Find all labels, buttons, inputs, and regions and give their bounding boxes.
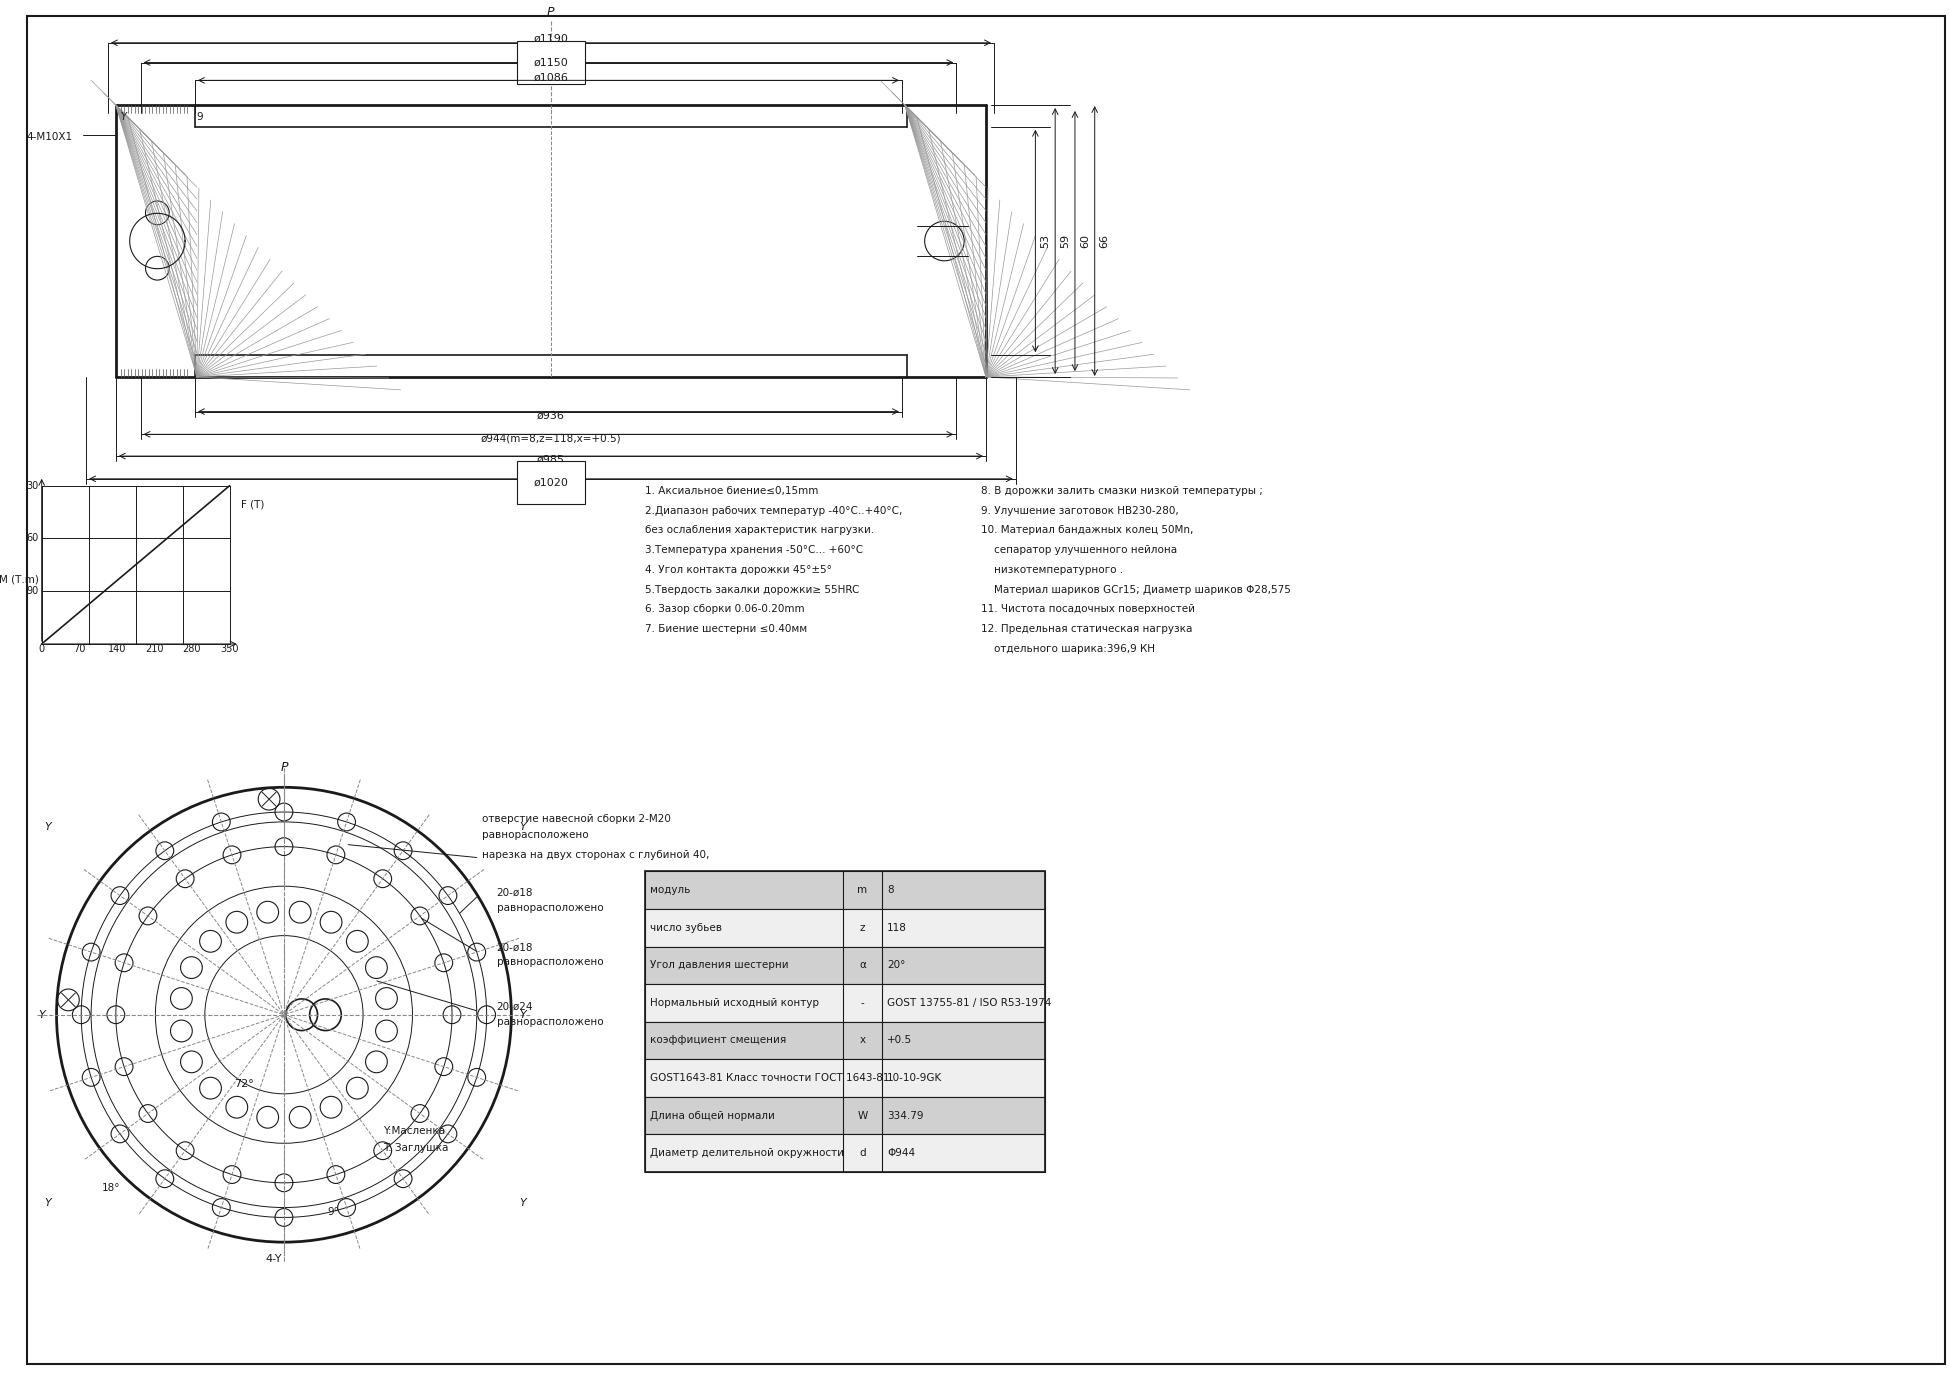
Text: 20-ø18: 20-ø18 (497, 888, 532, 898)
Text: 7. Биение шестерни ≤0.40мм: 7. Биение шестерни ≤0.40мм (645, 625, 807, 634)
Text: 11. Чистота посадочных поверхностей: 11. Чистота посадочных поверхностей (981, 604, 1195, 614)
Text: Y: Y (519, 1197, 526, 1208)
Bar (645, 1022, 1045, 1059)
Text: низкотемпературного .: низкотемпературного . (981, 564, 1123, 575)
Text: 10-10-9GK: 10-10-9GK (887, 1074, 942, 1083)
Text: 20-ø18: 20-ø18 (497, 942, 532, 953)
Text: ø1190: ø1190 (534, 34, 567, 44)
Text: GOST 13755-81 / ISO R53-1974: GOST 13755-81 / ISO R53-1974 (887, 998, 1051, 1008)
Text: равнорасположено: равнорасположено (497, 1016, 603, 1027)
Text: равнорасположено: равнорасположено (497, 957, 603, 968)
Text: Длина общей нормали: Длина общей нормали (649, 1111, 774, 1120)
Text: 6. Зазор сборки 0.06-0.20mm: 6. Зазор сборки 0.06-0.20mm (645, 604, 805, 614)
Text: -: - (860, 998, 864, 1008)
Text: число зубьев: число зубьев (649, 923, 722, 932)
Text: Материал шариков GCr15; Диаметр шариков Φ28,575: Материал шариков GCr15; Диаметр шариков … (981, 585, 1291, 595)
Bar (645, 909, 1045, 946)
Text: W: W (858, 1111, 868, 1120)
Text: 140: 140 (107, 644, 127, 654)
Text: 60: 60 (27, 534, 39, 544)
Text: 12. Предельная статическая нагрузка: 12. Предельная статическая нагрузка (981, 625, 1191, 634)
Text: ø985: ø985 (536, 454, 565, 465)
Text: ø1020: ø1020 (534, 478, 567, 487)
Text: Угол давления шестерни: Угол давления шестерни (649, 960, 788, 971)
Text: Y:Масленка: Y:Масленка (382, 1126, 445, 1137)
Text: P: P (548, 5, 554, 19)
Text: GOST1643-81 Класс точности ГОСТ 1643-81: GOST1643-81 Класс точности ГОСТ 1643-81 (649, 1074, 889, 1083)
Text: 8. В дорожки залить смазки низкой температуры ;: 8. В дорожки залить смазки низкой темпер… (981, 486, 1264, 496)
Text: 66: 66 (1100, 233, 1110, 249)
Bar (645, 984, 1045, 1022)
Text: x: x (860, 1035, 866, 1045)
Text: M (Т.m): M (Т.m) (0, 575, 39, 585)
Bar (645, 1097, 1045, 1134)
Text: ø1150: ø1150 (534, 58, 567, 67)
Text: модуль: модуль (649, 886, 690, 895)
Text: Нормальный исходный контур: Нормальный исходный контур (649, 998, 819, 1008)
Text: z: z (860, 923, 866, 932)
Text: 1. Аксиальное биение≤0,15mm: 1. Аксиальное биение≤0,15mm (645, 486, 819, 496)
Text: 59: 59 (1061, 233, 1071, 249)
Text: 53: 53 (1041, 233, 1051, 249)
Text: +0.5: +0.5 (887, 1035, 913, 1045)
Text: 10. Материал бандажных колец 50Mn,: 10. Материал бандажных колец 50Mn, (981, 526, 1193, 535)
Text: 90: 90 (27, 586, 39, 596)
Text: ø936: ø936 (536, 411, 565, 420)
Text: 350: 350 (220, 644, 238, 654)
Text: 4. Угол контакта дорожки 45°±5°: 4. Угол контакта дорожки 45°±5° (645, 564, 833, 575)
Text: ø944(m=8,z=118,x=+0.5): ø944(m=8,z=118,x=+0.5) (480, 434, 622, 443)
Text: Y: Y (519, 822, 526, 832)
Text: 4-M10X1: 4-M10X1 (27, 132, 72, 141)
Text: 4-Y: 4-Y (265, 1254, 283, 1265)
Text: Y: Y (45, 1197, 51, 1208)
Text: 60: 60 (1080, 233, 1090, 249)
Text: Y: Y (519, 1009, 526, 1020)
Text: 20-ø24: 20-ø24 (497, 1002, 532, 1012)
Text: 70: 70 (72, 644, 86, 654)
Text: Φ944: Φ944 (887, 1148, 915, 1159)
Text: 18°: 18° (101, 1182, 121, 1193)
Text: Диаметр делительной окружности: Диаметр делительной окружности (649, 1148, 844, 1159)
Bar (645, 946, 1045, 984)
Text: 20°: 20° (887, 960, 905, 971)
Bar (645, 1134, 1045, 1173)
Text: -: - (860, 1074, 864, 1083)
Text: сепаратор улучшенного нейлона: сепаратор улучшенного нейлона (981, 545, 1178, 555)
Text: 3.Температура хранения -50°C... +60°C: 3.Температура хранения -50°C... +60°C (645, 545, 864, 555)
Text: отверстие навесной сборки 2-М20: отверстие навесной сборки 2-М20 (482, 814, 671, 824)
Text: 0: 0 (39, 644, 45, 654)
Text: нарезка на двух сторонах с глубиной 40,: нарезка на двух сторонах с глубиной 40, (482, 850, 710, 859)
Text: 8: 8 (887, 886, 893, 895)
Text: P: P (281, 762, 289, 774)
Text: 2.Диапазон рабочих температур -40°C..+40°C,: 2.Диапазон рабочих температур -40°C..+40… (645, 505, 903, 515)
Text: T: Заглушка: T: Заглушка (382, 1144, 448, 1153)
Text: 9. Улучшение заготовок HB230-280,: 9. Улучшение заготовок HB230-280, (981, 505, 1178, 515)
Text: 280: 280 (183, 644, 201, 654)
Text: 9°: 9° (328, 1207, 339, 1218)
Text: ø1086: ø1086 (534, 73, 567, 82)
Text: m: m (858, 886, 868, 895)
Bar (645, 872, 1045, 909)
Text: 72°: 72° (234, 1079, 254, 1089)
Bar (645, 872, 1045, 1173)
Text: 5.Твердость закалки дорожки≥ 55HRC: 5.Твердость закалки дорожки≥ 55HRC (645, 585, 860, 595)
Text: 210: 210 (144, 644, 164, 654)
Text: Y: Y (45, 822, 51, 832)
Text: F (T): F (T) (242, 500, 265, 509)
Text: коэффициент смещения: коэффициент смещения (649, 1035, 786, 1045)
Text: без ослабления характеристик нагрузки.: без ослабления характеристик нагрузки. (645, 526, 874, 535)
Text: 9: 9 (197, 113, 203, 122)
Text: равнорасположено: равнорасположено (482, 829, 589, 840)
Text: Y: Y (121, 111, 127, 122)
Text: равнорасположено: равнорасположено (497, 903, 603, 913)
Text: отдельного шарика:396,9 КН: отдельного шарика:396,9 КН (981, 644, 1154, 654)
Text: Y: Y (37, 1009, 45, 1020)
Text: 118: 118 (887, 923, 907, 932)
Text: α: α (858, 960, 866, 971)
Text: 30: 30 (27, 481, 39, 490)
Bar (645, 1059, 1045, 1097)
Text: d: d (860, 1148, 866, 1159)
Text: 334.79: 334.79 (887, 1111, 924, 1120)
